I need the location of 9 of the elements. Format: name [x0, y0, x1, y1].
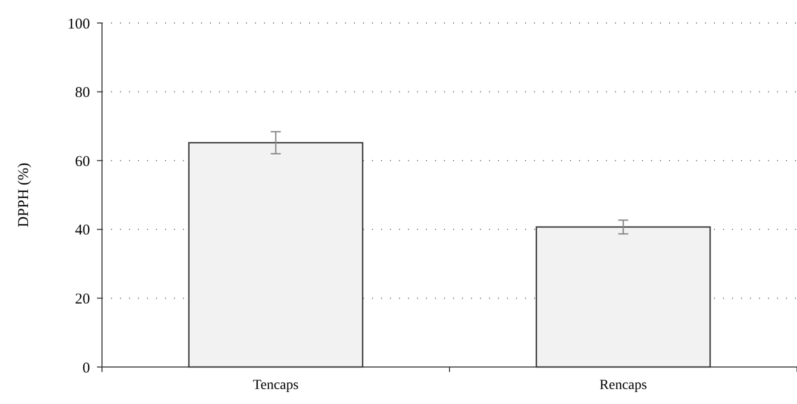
- y-axis-title: DPPH (%): [16, 162, 32, 228]
- x-tick-label: Rencaps: [600, 378, 647, 393]
- y-tick-label: 100: [68, 16, 90, 32]
- y-tick-label: 0: [82, 360, 90, 376]
- y-tick-label: 60: [75, 154, 90, 170]
- y-tick-label: 20: [75, 291, 90, 308]
- y-tick-label: 40: [75, 222, 90, 239]
- y-tick-label: 80: [75, 85, 90, 102]
- x-tick-label: Tencaps: [252, 378, 299, 393]
